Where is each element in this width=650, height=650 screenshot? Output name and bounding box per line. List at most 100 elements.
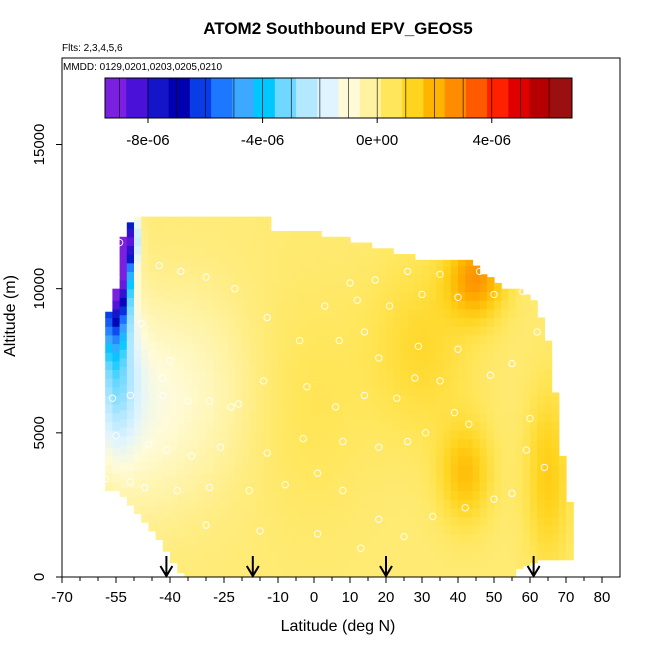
heatmap-cell <box>306 369 315 379</box>
heatmap-cell <box>364 343 373 353</box>
y-tick-label: 15000 <box>31 124 48 166</box>
heatmap-cell <box>278 473 286 483</box>
heatmap-cell <box>270 300 279 310</box>
heatmap-cell <box>126 496 135 506</box>
heatmap-cell <box>551 455 560 466</box>
heatmap-cell <box>515 516 524 526</box>
heatmap-cell <box>263 542 272 552</box>
heatmap-cell <box>508 559 517 569</box>
heatmap-cell <box>350 551 358 561</box>
heatmap-cell <box>119 331 128 342</box>
heatmap-cell <box>429 326 437 336</box>
heatmap-cell <box>119 383 128 394</box>
heatmap-cell <box>285 412 293 422</box>
heatmap-cell <box>422 291 430 301</box>
heatmap-cell <box>314 542 322 552</box>
heatmap-cell <box>414 326 423 336</box>
heatmap-cell <box>393 404 401 414</box>
heatmap-cell <box>472 404 481 414</box>
heatmap-cell <box>443 300 452 310</box>
heatmap-cell <box>213 481 221 492</box>
heatmap-cell <box>350 282 358 293</box>
heatmap-cell <box>141 236 149 247</box>
heatmap-cell <box>141 216 149 221</box>
heatmap-cell <box>263 265 272 275</box>
heatmap-cell <box>515 473 524 483</box>
heatmap-cell <box>386 308 394 319</box>
heatmap-cell <box>494 308 502 319</box>
heatmap-cell <box>206 455 214 466</box>
heatmap-cell <box>299 473 308 483</box>
heatmap-cell <box>292 231 301 241</box>
heatmap-cell <box>249 291 257 301</box>
heatmap-cell <box>278 343 286 353</box>
heatmap-cell <box>342 490 351 500</box>
heatmap-cell <box>422 274 430 284</box>
heatmap-cell <box>458 481 466 492</box>
heatmap-cell <box>501 438 509 448</box>
heatmap-cell <box>249 551 257 561</box>
heatmap-cell <box>393 343 401 353</box>
heatmap-cell <box>162 386 171 396</box>
heatmap-cell <box>263 429 272 440</box>
heatmap-cell <box>198 291 207 301</box>
heatmap-cell <box>162 438 171 448</box>
heatmap-cell <box>537 551 545 561</box>
heatmap-cell <box>220 438 229 448</box>
heatmap-cell <box>177 261 185 271</box>
heatmap-cell <box>184 282 193 293</box>
heatmap-cell <box>551 412 560 422</box>
heatmap-cell <box>429 395 437 405</box>
heatmap-cell <box>378 308 387 319</box>
heatmap-cell <box>479 412 488 422</box>
heatmap-cell <box>371 360 380 370</box>
heatmap-cell <box>206 369 214 379</box>
heatmap-cell <box>213 265 221 275</box>
heatmap-cell <box>314 551 322 561</box>
heatmap-cell <box>256 326 265 336</box>
heatmap-cell <box>227 334 236 345</box>
heatmap-cell <box>306 429 315 440</box>
heatmap-cell <box>357 265 365 275</box>
heatmap-cell <box>544 352 553 362</box>
heatmap-cell <box>551 438 560 448</box>
heatmap-cell <box>314 231 322 241</box>
x-tick-label: 80 <box>594 589 611 606</box>
heatmap-cell <box>105 447 113 457</box>
heatmap-cell <box>119 487 128 497</box>
heatmap-cell <box>465 404 473 414</box>
heatmap-cell <box>328 360 337 370</box>
heatmap-cell <box>242 421 250 431</box>
heatmap-cell <box>170 545 178 555</box>
heatmap-cell <box>479 455 488 466</box>
heatmap-cell <box>350 308 358 319</box>
heatmap-cell <box>292 525 301 535</box>
heatmap-cell <box>162 352 171 362</box>
heatmap-cell <box>429 334 437 345</box>
heatmap-cell <box>450 404 459 414</box>
heatmap-cell <box>170 372 178 382</box>
heatmap-cell <box>386 429 394 440</box>
heatmap-cell <box>278 429 286 440</box>
heatmap-cell <box>364 291 373 301</box>
heatmap-cell <box>414 447 423 457</box>
heatmap-cell <box>508 499 517 509</box>
heatmap-cell <box>551 525 560 535</box>
heatmap-cell <box>119 375 128 385</box>
colorbar-segment <box>126 78 148 118</box>
heatmap-cell <box>472 447 481 457</box>
heatmap-cell <box>537 412 545 422</box>
heatmap-cell <box>515 412 524 422</box>
heatmap-cell <box>292 438 301 448</box>
heatmap-cell <box>292 265 301 275</box>
heatmap-cell <box>321 274 329 284</box>
heatmap-cell <box>256 395 265 405</box>
heatmap-cell <box>213 216 221 223</box>
heatmap-cell <box>501 421 509 431</box>
observation-marker <box>436 270 444 278</box>
heatmap-cell <box>256 369 265 379</box>
heatmap-cell <box>263 568 272 577</box>
heatmap-cell <box>422 490 430 500</box>
y-tick-label: 0 <box>31 573 48 581</box>
